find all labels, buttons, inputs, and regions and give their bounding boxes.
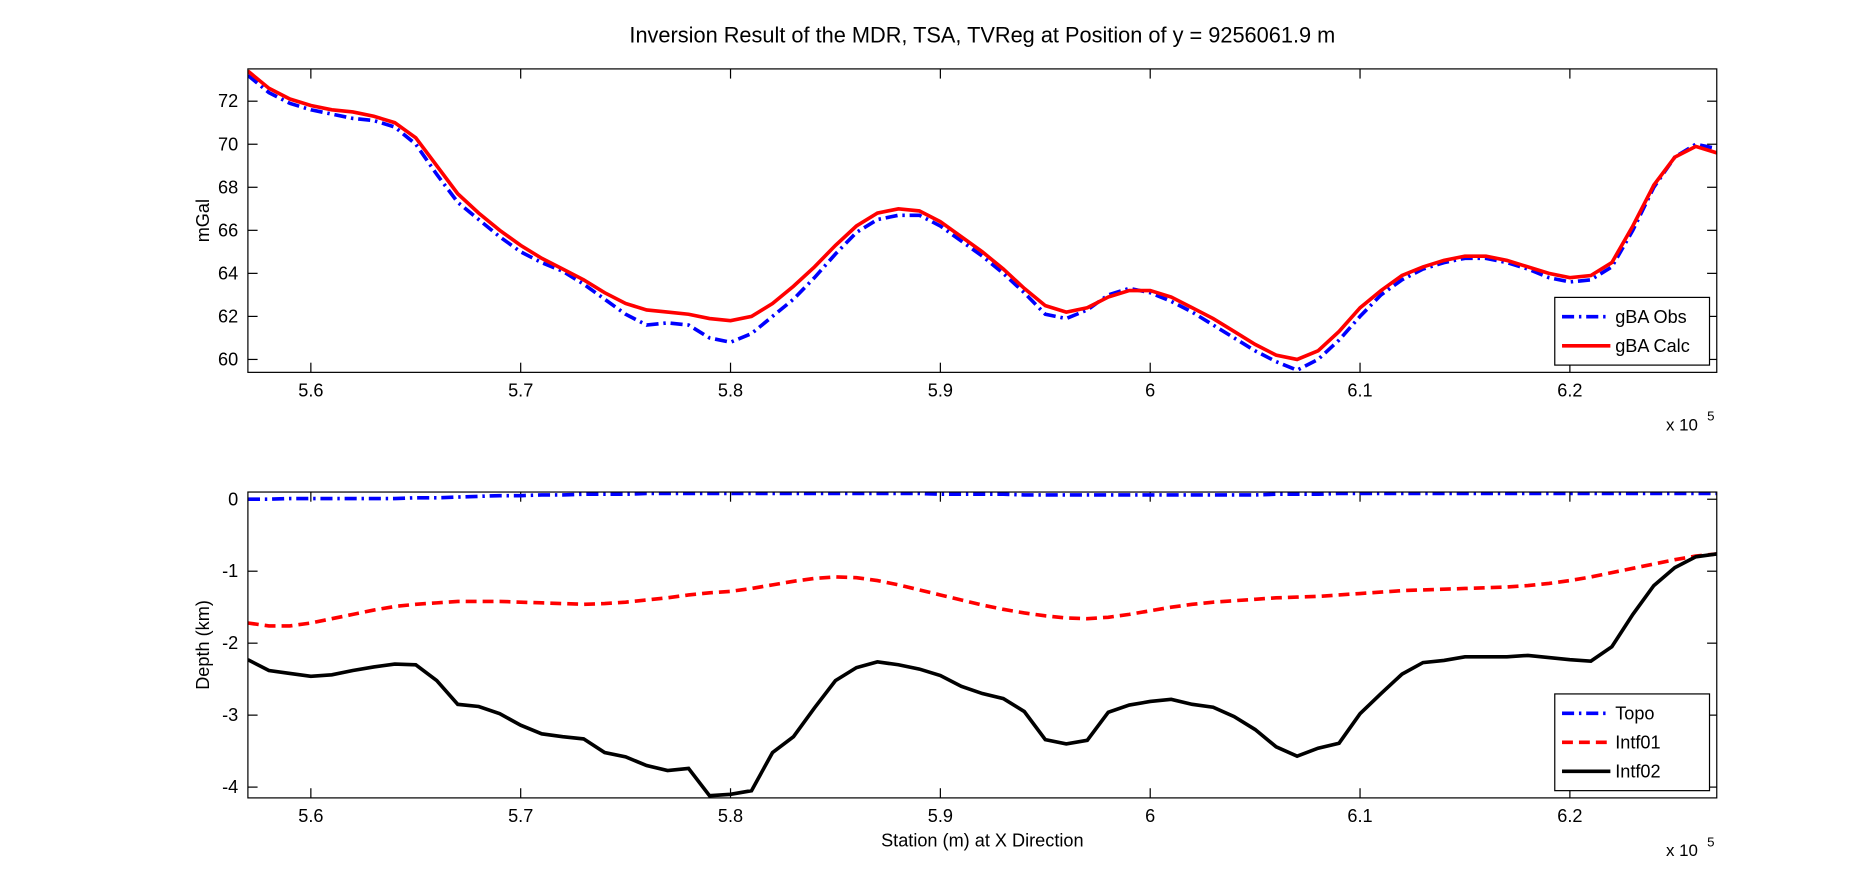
y-tick-label: 64 [218, 263, 238, 283]
x-multiplier: x 10 [1666, 841, 1698, 860]
x-tick-label: 5.7 [508, 806, 533, 826]
y-tick-label: 62 [218, 306, 238, 326]
x-tick-label: 5.6 [298, 806, 323, 826]
x-multiplier: x 10 [1666, 415, 1698, 434]
y-axis-label: Depth (km) [193, 600, 213, 690]
chart-title: Inversion Result of the MDR, TSA, TVReg … [629, 22, 1335, 47]
legend-label: Intf02 [1615, 761, 1660, 781]
y-tick-label: 70 [218, 134, 238, 154]
x-tick-label: 5.9 [928, 381, 953, 401]
y-tick-label: 60 [218, 349, 238, 369]
y-tick-label: 68 [218, 177, 238, 197]
y-tick-label: -4 [222, 777, 238, 797]
axes-background [247, 492, 1717, 798]
x-tick-label: 6 [1145, 806, 1155, 826]
axes-frame [247, 491, 1718, 799]
x-tick-label: 5.9 [928, 806, 953, 826]
x-tick-label: 5.6 [298, 381, 323, 401]
y-tick-label: 66 [218, 220, 238, 240]
x-tick-label: 5.8 [718, 806, 743, 826]
legend-label: Intf01 [1615, 732, 1660, 752]
x-tick-label: 6.1 [1347, 381, 1372, 401]
x-tick-label: 6.1 [1347, 806, 1372, 826]
x-axis-label: Station (m) at X Direction [881, 830, 1083, 850]
data-line [247, 73, 1717, 373]
y-tick-label: -3 [222, 705, 238, 725]
y-tick-label: 72 [218, 91, 238, 111]
y-tick-label: -2 [222, 633, 238, 653]
legend-label: Topo [1615, 703, 1654, 723]
y-axis-label: mGal [193, 199, 213, 242]
x-tick-label: 6 [1145, 381, 1155, 401]
x-tick-label: 5.8 [718, 381, 743, 401]
y-tick-label: -1 [222, 561, 238, 581]
data-line [247, 69, 1717, 362]
x-tick-label: 6.2 [1557, 806, 1582, 826]
data-line [247, 552, 1717, 628]
x-multiplier-exponent: 5 [1707, 834, 1714, 849]
legend-box [1554, 296, 1711, 366]
legend-label: gBA Calc [1615, 336, 1690, 356]
axes-frame [247, 68, 1718, 373]
axes-background [247, 68, 1717, 373]
data-line [247, 552, 1717, 798]
x-multiplier-exponent: 5 [1707, 409, 1714, 424]
y-tick-label: 0 [228, 489, 238, 509]
x-tick-label: 6.2 [1557, 381, 1582, 401]
data-line [247, 492, 1717, 502]
x-tick-label: 5.7 [508, 381, 533, 401]
legend-label: gBA Obs [1615, 307, 1687, 327]
